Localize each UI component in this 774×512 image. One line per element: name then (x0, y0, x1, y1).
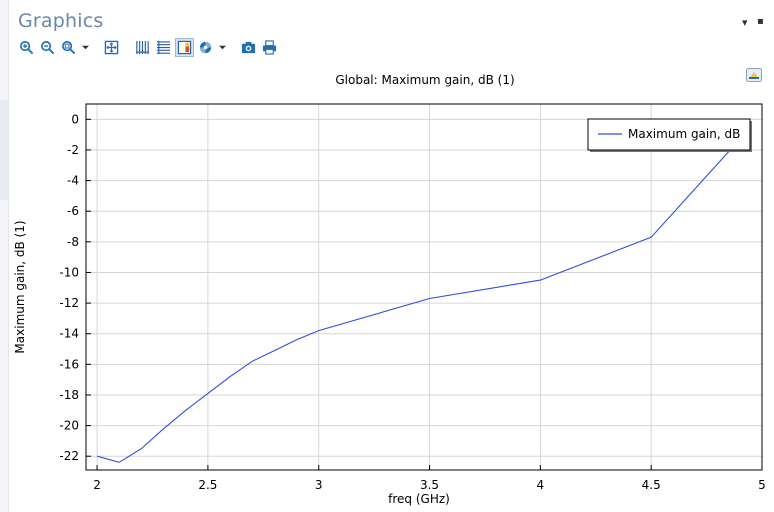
y-tick-label: -22 (59, 449, 79, 463)
chart-title: Global: Maximum gain, dB (1) (335, 73, 515, 87)
table-icon[interactable] (155, 39, 172, 56)
panel-pin-button[interactable]: ▪ (757, 16, 764, 27)
x-tick-label: 5 (758, 478, 766, 492)
zoom-dropdown-icon[interactable] (81, 39, 89, 56)
plot-export-icon[interactable] (746, 67, 762, 82)
y-tick-label: -12 (59, 296, 79, 310)
print-icon[interactable] (261, 39, 278, 56)
zoom-in-icon[interactable] (18, 39, 35, 56)
panel-title: Graphics (18, 10, 104, 32)
scene-light-dropdown-icon[interactable] (218, 39, 226, 56)
y-tick-label: -14 (59, 327, 79, 341)
x-tick-label: 2 (93, 478, 101, 492)
x-tick-label: 3 (315, 478, 323, 492)
y-tick-label: -16 (59, 357, 79, 371)
y-tick-label: 0 (71, 112, 79, 126)
zoom-extents-icon[interactable] (103, 39, 120, 56)
legend-icon[interactable] (175, 37, 194, 57)
y-tick-label: -4 (67, 174, 79, 188)
y-tick-label: -20 (59, 419, 79, 433)
y-tick-label: -10 (59, 265, 79, 279)
plot-area (86, 104, 762, 470)
x-tick-label: 2.5 (198, 478, 217, 492)
series-line (96, 151, 730, 463)
graphics-toolbar (18, 37, 278, 57)
y-axis-label: Maximum gain, dB (1) (13, 220, 27, 353)
x-tick-label: 4 (537, 478, 545, 492)
left-panel-marker (0, 100, 8, 200)
grid-icon[interactable] (134, 39, 151, 56)
panel-menu-button[interactable]: ▾ (742, 16, 748, 29)
left-panel-edge (0, 0, 9, 512)
camera-icon[interactable] (240, 39, 257, 56)
y-tick-label: -8 (67, 235, 79, 249)
zoom-out-icon[interactable] (39, 39, 56, 56)
x-tick-label: 3.5 (420, 478, 439, 492)
scene-light-icon[interactable] (197, 39, 214, 56)
y-tick-label: -2 (67, 143, 79, 157)
x-axis-label: freq (GHz) (388, 492, 450, 506)
legend-label: Maximum gain, dB (628, 127, 740, 141)
x-tick-label: 4.5 (642, 478, 661, 492)
y-tick-label: -18 (59, 388, 79, 402)
zoom-box-icon[interactable] (60, 39, 77, 56)
y-tick-label: -6 (67, 204, 79, 218)
plot-frame (85, 103, 763, 471)
